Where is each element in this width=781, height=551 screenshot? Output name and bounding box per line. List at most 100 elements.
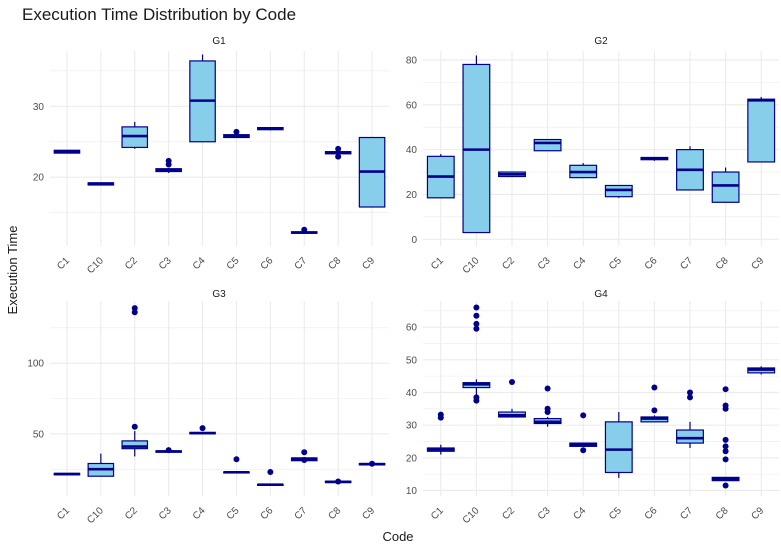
box-c1 xyxy=(53,472,81,476)
outlier-point xyxy=(687,394,693,401)
panel-g1: G1 20 30 C1 C10 C2 C3 C4 C5 C6 C7 C8 C9 xyxy=(33,36,389,276)
facet-panels: G1 20 30 C1 C10 C2 C3 C4 C5 C6 C7 C8 C9 G2 0 20 40 60 80 C1… xyxy=(27,36,779,526)
outlier-point xyxy=(335,153,342,160)
x-tick-label: C7 xyxy=(293,255,310,272)
box-c7 xyxy=(290,449,318,463)
box-c6 xyxy=(640,384,669,423)
outlier-point xyxy=(580,412,587,419)
outlier-point xyxy=(301,449,308,456)
box-c1 xyxy=(426,411,455,455)
x-tick-label: C4 xyxy=(191,255,208,272)
box-c2 xyxy=(121,305,149,457)
x-tick-label: C6 xyxy=(643,505,660,522)
outlier-point xyxy=(722,482,729,489)
y-axis-title: Execution Time xyxy=(5,226,20,315)
panel-g2: G2 0 20 40 60 80 C1 C10 C2 C3 C4 C5 C6 C7 C8 C9 xyxy=(406,36,779,276)
x-tick-label: C2 xyxy=(123,505,140,522)
outlier-point xyxy=(473,304,480,311)
x-tick-label: C2 xyxy=(500,255,517,272)
box-body xyxy=(676,429,704,444)
facet-label: G4 xyxy=(594,289,608,300)
box-c8 xyxy=(324,145,352,160)
x-tick-label: C10 xyxy=(85,505,106,526)
y-tick-label: 20 xyxy=(33,173,45,184)
box-c3 xyxy=(155,157,182,173)
chart-title: Execution Time Distribution by Code xyxy=(22,5,296,24)
x-tick-label: C6 xyxy=(643,255,660,272)
outlier-point xyxy=(722,443,729,450)
outlier-point xyxy=(335,478,342,485)
x-tick-label: C4 xyxy=(191,505,208,522)
box-c2 xyxy=(121,121,149,149)
outlier-point xyxy=(473,320,480,327)
x-tick-label: C3 xyxy=(157,255,174,272)
box-c2 xyxy=(498,379,526,418)
panel-g3: G3 50 100 C1 C10 C2 C3 C4 C5 C6 C7 C8 C9 xyxy=(27,289,389,526)
y-tick-label: 40 xyxy=(406,388,418,399)
outlier-point xyxy=(233,456,240,463)
outlier-point xyxy=(473,325,480,332)
x-tick-label: C10 xyxy=(85,255,106,276)
y-tick-label: 100 xyxy=(27,359,44,370)
outlier-point xyxy=(165,447,172,454)
x-tick-label: C6 xyxy=(259,505,276,522)
outlier-point xyxy=(165,157,172,164)
box-c10 xyxy=(87,453,115,477)
outlier-point xyxy=(509,379,515,386)
outlier-point xyxy=(651,407,658,414)
y-tick-label: 0 xyxy=(411,235,417,246)
outlier-point xyxy=(369,460,376,467)
outlier-point xyxy=(437,411,444,418)
box-c4 xyxy=(189,54,216,143)
box-c4 xyxy=(569,163,598,179)
box-c1 xyxy=(426,154,455,199)
box-c5 xyxy=(604,184,633,198)
x-tick-label: C9 xyxy=(749,255,766,272)
x-axis-title: Code xyxy=(382,529,413,544)
x-tick-label: C8 xyxy=(714,255,731,272)
y-tick-label: 20 xyxy=(406,453,418,464)
box-c8 xyxy=(324,478,352,485)
box-c9 xyxy=(358,460,386,467)
box-c5 xyxy=(604,412,633,479)
outlier-point xyxy=(335,145,342,152)
outlier-point xyxy=(722,386,729,393)
outlier-point xyxy=(131,423,138,430)
x-tick-label: C7 xyxy=(678,505,695,522)
x-tick-label: C3 xyxy=(157,505,174,522)
x-tick-label: C5 xyxy=(225,255,242,272)
box-body xyxy=(747,98,776,163)
outlier-point xyxy=(544,405,551,412)
x-tick-label: C8 xyxy=(714,505,731,522)
x-tick-label: C2 xyxy=(123,255,140,272)
x-tick-label: C5 xyxy=(607,255,624,272)
x-tick-label: C7 xyxy=(678,255,695,272)
outlier-point xyxy=(722,402,729,409)
box-body xyxy=(121,440,149,450)
y-tick-label: 40 xyxy=(406,145,418,156)
box-c4 xyxy=(569,412,598,454)
box-c10 xyxy=(462,55,491,234)
y-tick-label: 30 xyxy=(406,421,418,432)
outlier-point xyxy=(473,394,480,401)
outlier-point xyxy=(722,436,729,443)
box-body xyxy=(604,421,633,474)
box-c5 xyxy=(223,128,250,139)
x-tick-label: C1 xyxy=(429,255,446,272)
x-tick-label: C6 xyxy=(259,255,276,272)
y-tick-label: 60 xyxy=(406,323,418,334)
outlier-point xyxy=(722,448,729,455)
x-tick-label: C4 xyxy=(571,505,588,522)
x-tick-label: C1 xyxy=(55,505,72,522)
box-body xyxy=(533,138,562,152)
box-c2 xyxy=(498,171,526,178)
box-body xyxy=(711,171,740,203)
outlier-point xyxy=(722,456,729,463)
box-c10 xyxy=(87,182,115,186)
facet-label: G3 xyxy=(212,289,226,300)
x-tick-label: C8 xyxy=(326,255,343,272)
outlier-point xyxy=(651,384,658,391)
x-tick-label: C9 xyxy=(360,505,377,522)
y-tick-label: 50 xyxy=(33,429,45,440)
y-tick-label: 50 xyxy=(406,355,418,366)
